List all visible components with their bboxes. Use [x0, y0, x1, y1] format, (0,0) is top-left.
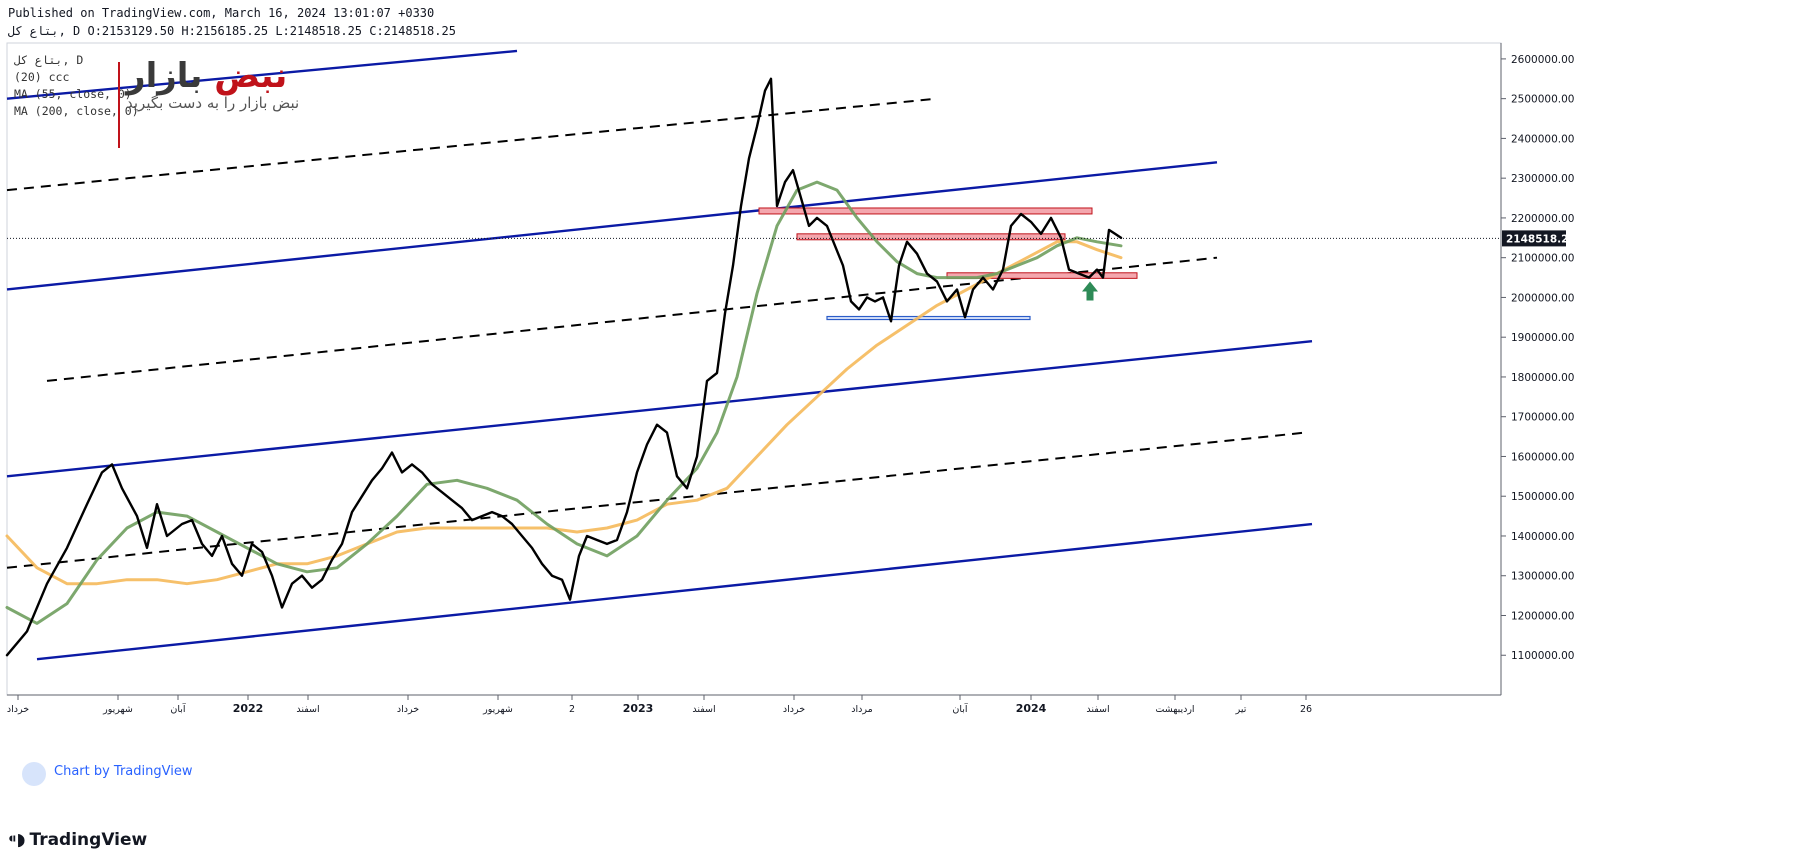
time-tick-label: 26 — [1300, 704, 1312, 715]
time-tick-label: اسفند — [296, 704, 319, 715]
time-tick-label: مرداد — [851, 704, 872, 715]
time-tick-label: شهریور — [482, 704, 513, 715]
published-info: Published on TradingView.com, March 16, … — [8, 6, 435, 20]
tradingview-logo-icon: ⁌◗ — [8, 830, 26, 850]
channel-line — [36, 522, 1313, 661]
price-tick-label: 1400000.00 — [1511, 531, 1574, 543]
resistance-zone — [796, 233, 1066, 241]
brand-label: TradingView — [29, 830, 148, 850]
channel-midline — [46, 256, 1218, 382]
price-tick-label: 2400000.00 — [1511, 133, 1574, 145]
price-tick-label: 1200000.00 — [1511, 610, 1574, 622]
legend-ma200: MA (200, close, 0) — [14, 104, 139, 118]
price-tick-label: 1500000.00 — [1511, 491, 1574, 503]
time-tick-label: 2023 — [623, 702, 654, 715]
price-tick-label: 2500000.00 — [1511, 94, 1574, 106]
channel-line — [6, 49, 518, 100]
time-tick-label: آبان — [170, 702, 186, 715]
ohlc-readout: ﺑﺘﺎﻉ ﻛﻞ, D O:2153129.50 H:2156185.25 L:2… — [8, 24, 456, 38]
price-tick-label: 2300000.00 — [1511, 173, 1574, 185]
price-line — [5, 77, 1123, 657]
time-tick-label: 2 — [569, 704, 575, 715]
channel-lines — [6, 49, 1313, 661]
watermark-bar — [118, 62, 120, 148]
time-tick-label: شهریور — [102, 704, 133, 715]
time-tick-label: آبان — [952, 702, 968, 715]
legend-symbol: ﺑﺘﺎﻉ ﻛﻞ, D — [14, 53, 84, 67]
last-price-line: 2148518.25 — [7, 230, 1576, 247]
price-tick-label: 1100000.00 — [1511, 650, 1574, 662]
price-tick-label: 2000000.00 — [1511, 292, 1574, 304]
time-axis: خرداد شهریور آبان 2022 اسفند خرداد شهریور 2 2023… — [7, 695, 1312, 715]
support-zone — [826, 315, 1031, 321]
channel-line — [6, 161, 1218, 291]
ma55-line — [5, 180, 1123, 625]
resistance-zone — [758, 207, 1093, 215]
time-tick-label: اسفند — [1086, 704, 1109, 715]
time-tick-label: اردیبهشت — [1155, 704, 1194, 715]
resistance-zone — [946, 272, 1138, 279]
tradingview-cloud-icon — [22, 762, 46, 786]
watermark-title: نبض بازار — [126, 56, 299, 96]
price-tick-label: 1900000.00 — [1511, 332, 1574, 344]
legend-ma55: MA (55, close, 0) — [14, 87, 132, 101]
time-tick-label: 2022 — [233, 702, 264, 715]
chart-badge-label: Chart by TradingView — [54, 764, 193, 779]
watermark-subtitle: نبض بازار را به دست بگیرید — [126, 94, 300, 112]
channel-midline — [6, 97, 938, 192]
channel-midline — [6, 431, 1306, 569]
time-tick-label: خرداد — [7, 704, 29, 715]
watermark-title-a: نبض — [214, 56, 288, 96]
watermark-logo: نبض بازار نبض بازار را به دست بگیرید — [118, 56, 300, 148]
time-tick-label: 2024 — [1016, 702, 1047, 715]
last-price-label: 2148518.25 — [1506, 233, 1576, 245]
up-arrow-marker — [1082, 281, 1098, 301]
brand-logo[interactable]: ⁌◗ TradingView — [8, 830, 147, 850]
series-lines — [5, 77, 1123, 657]
time-tick-label: خرداد — [397, 704, 419, 715]
arrow-shape — [1082, 281, 1098, 301]
time-tick-label: اسفند — [692, 704, 715, 715]
time-tick-label: خرداد — [783, 704, 805, 715]
price-axis: 1100000.00 1200000.00 1300000.00 1400000.00… — [1501, 54, 1574, 662]
time-tick-label: تیر — [1235, 704, 1247, 715]
legend-indicator-1: (20) ccc — [14, 70, 70, 84]
indicator-legend: ﺑﺘﺎﻉ ﻛﻞ, D (20) ccc MA (55, close, 0) MA… — [14, 52, 139, 120]
watermark-title-b: بازار — [126, 56, 203, 96]
price-tick-label: 2600000.00 — [1511, 54, 1574, 66]
price-tick-label: 1600000.00 — [1511, 451, 1574, 463]
price-tick-label: 2200000.00 — [1511, 213, 1574, 225]
price-tick-label: 1300000.00 — [1511, 571, 1574, 583]
channel-line — [6, 339, 1313, 478]
chart-badge[interactable]: Chart by TradingView — [26, 764, 192, 779]
last-price-tag — [1502, 230, 1566, 247]
price-tick-label: 1700000.00 — [1511, 412, 1574, 424]
price-tick-label: 2100000.00 — [1511, 253, 1574, 265]
zones — [758, 207, 1138, 321]
ma200-line — [5, 240, 1123, 586]
price-tick-label: 1800000.00 — [1511, 372, 1574, 384]
